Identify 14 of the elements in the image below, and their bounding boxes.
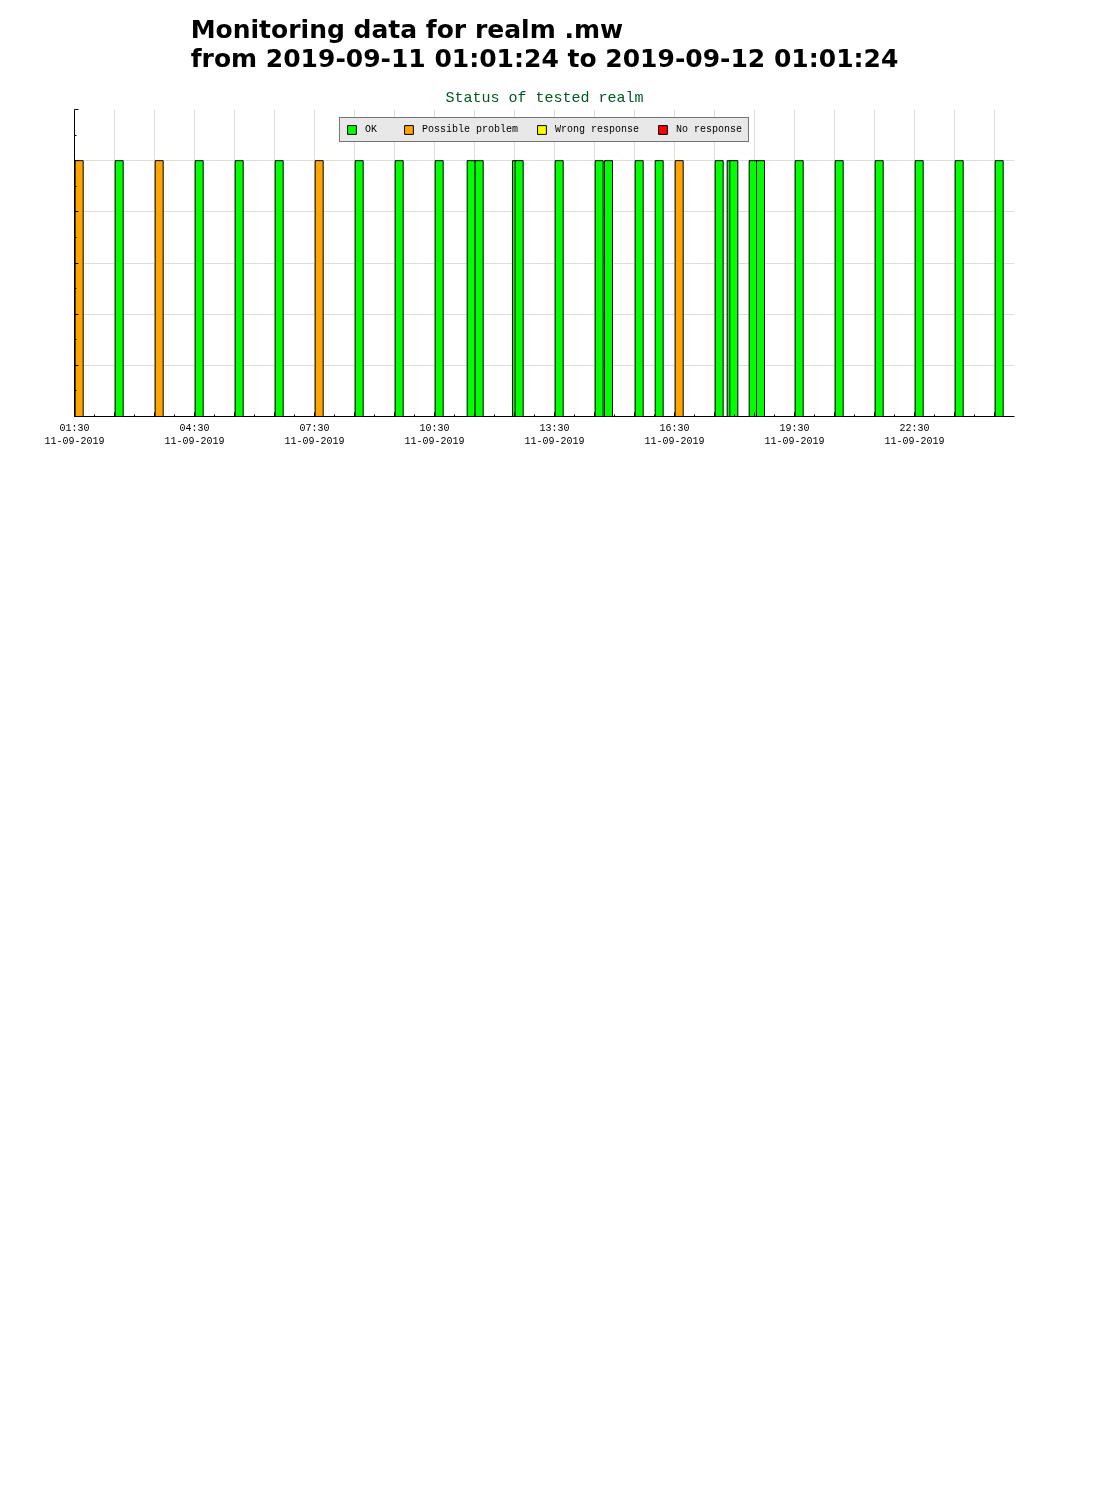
x-tick-label: 04:30 11-09-2019 xyxy=(164,422,225,447)
legend-label: Wrong response xyxy=(554,124,640,135)
x-tick-label: 16:30 11-09-2019 xyxy=(644,422,705,447)
x-tick-label: 01:30 11-09-2019 xyxy=(44,422,105,447)
x-tick-label: 19:30 11-09-2019 xyxy=(764,422,825,447)
legend-label: OK xyxy=(364,124,378,135)
x-tick-label: 10:30 11-09-2019 xyxy=(404,422,465,447)
x-tick-label: 07:30 11-09-2019 xyxy=(284,422,345,447)
legend-label: Possible problem xyxy=(421,124,518,135)
x-tick-label: 13:30 11-09-2019 xyxy=(524,422,585,447)
chart-title: Monitoring data for realm .mw from 2019-09-11 01:01:24 to 2019-09-12 01:01:24 xyxy=(190,14,899,73)
chart-subtitle: Status of tested realm xyxy=(445,89,644,107)
x-tick-label: 22:30 11-09-2019 xyxy=(884,422,945,447)
legend-label: No response xyxy=(676,124,743,135)
